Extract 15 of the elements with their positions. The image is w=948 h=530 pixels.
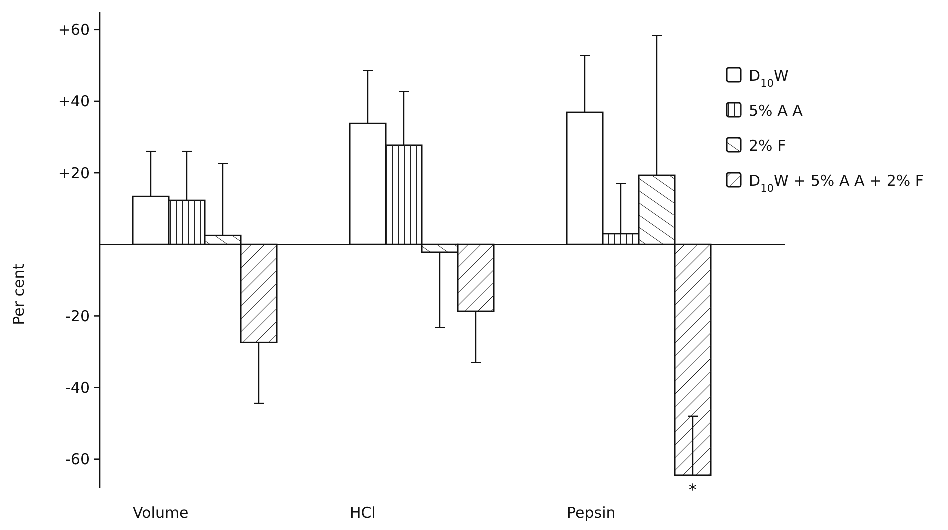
annotation: * xyxy=(689,480,697,500)
y-axis-title: Per cent xyxy=(10,264,28,326)
y-tick-label: +40 xyxy=(58,92,90,111)
legend-label: D$_{10}$W xyxy=(749,67,789,90)
y-tick-label: +60 xyxy=(58,21,90,40)
y-tick-label: -40 xyxy=(66,379,90,398)
x-tick-label: HCl xyxy=(350,504,376,522)
x-tick-label: Pepsin xyxy=(567,504,616,522)
legend-label: 2% F xyxy=(749,137,786,155)
legend-label: 5% A A xyxy=(749,102,804,120)
legend-label: D$_{10}$W + 5% A A + 2% F xyxy=(749,172,924,195)
y-tick-label: +20 xyxy=(58,164,90,182)
y-tick-label: -60 xyxy=(66,450,90,469)
x-tick-label: Volume xyxy=(133,504,189,522)
y-tick-label: -20 xyxy=(66,307,90,326)
